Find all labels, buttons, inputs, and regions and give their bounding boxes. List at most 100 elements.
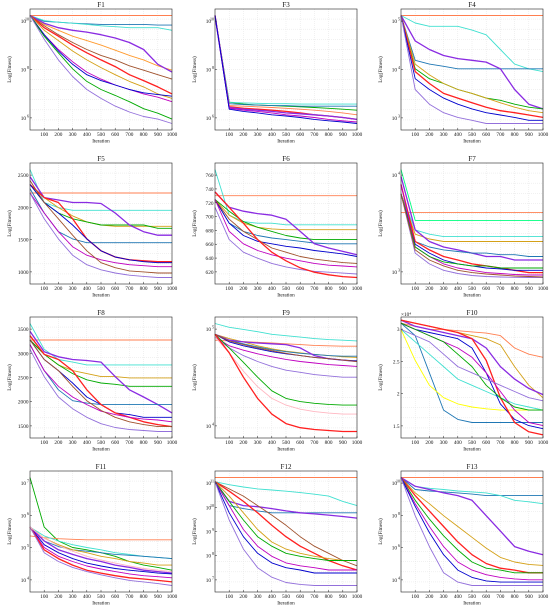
- x-tick-label: 1000: [167, 440, 178, 446]
- x-tick-label: 100: [40, 286, 48, 292]
- series-line-7: [400, 322, 544, 430]
- x-tick-label: 600: [482, 132, 490, 138]
- y-tick-label: 1500: [18, 238, 29, 244]
- chart-panel-f13: F13 100 200 300 400 500 600 700 800 900 1000 Iterat…: [376, 462, 549, 608]
- series-line-3: [29, 15, 173, 31]
- chart-svg: F10 100 200 300 400 500 600 700 800 900 1000 Iterat…: [377, 309, 549, 453]
- y-tick-label: 3000: [18, 351, 29, 357]
- chart-svg: F5 100 200 300 400 500 600 700 800 900 1000 Iterati…: [6, 155, 178, 299]
- y-tick-label: 1000: [18, 270, 29, 276]
- series-line-7: [400, 15, 544, 119]
- series-line-10: [214, 333, 357, 406]
- series-line-7: [400, 477, 543, 574]
- y-axis-label: Log(Fitness): [6, 364, 13, 391]
- x-tick-label: 800: [511, 594, 519, 600]
- chart-title: F4: [468, 1, 476, 9]
- series-line-5: [400, 329, 543, 411]
- chart-svg: F9 100 200 300 400 500 600 700 800 900 1000 Iterati…: [191, 309, 363, 453]
- y-tick-label: 10: [392, 513, 398, 519]
- x-tick-label: 400: [83, 132, 91, 138]
- series-line-9: [29, 344, 173, 423]
- y-tick-label: 10: [206, 116, 212, 122]
- x-tick-label: 800: [325, 594, 333, 600]
- y-tick-label: 10: [21, 116, 27, 122]
- series-line-8: [214, 336, 358, 367]
- chart-title: F7: [468, 155, 476, 163]
- y-tick-label: 10: [206, 327, 212, 333]
- y-tick-label: 10: [21, 513, 27, 519]
- series-line-9: [29, 192, 172, 268]
- y-tick-exponent: 11: [210, 479, 214, 484]
- x-tick-label: 700: [310, 594, 318, 600]
- x-tick-label: 1000: [167, 132, 178, 138]
- chart-panel-f5: F5 100 200 300 400 500 600 700 800 900 1000 Iterati…: [5, 154, 178, 300]
- series-line-11: [29, 339, 172, 428]
- y-tick-exponent: 3: [398, 113, 400, 118]
- x-tick-label: 400: [454, 132, 462, 138]
- x-tick-label: 500: [97, 440, 105, 446]
- y-tick-label: 10: [392, 578, 398, 584]
- series-line-4: [29, 526, 173, 560]
- series-line-8: [29, 526, 173, 579]
- chart-panel-f12: F12 100 200 300 400 500 600 700 800 900 1000 Iterat…: [190, 462, 363, 608]
- series-line-9: [400, 15, 543, 124]
- series-line-4: [214, 15, 358, 116]
- series-line-11: [29, 526, 173, 573]
- x-axis-label: Iteration: [92, 601, 110, 607]
- x-tick-label: 900: [154, 594, 162, 600]
- series-line-5: [29, 14, 173, 73]
- x-tick-label: 500: [468, 286, 476, 292]
- y-tick-exponent: 8: [398, 511, 400, 516]
- series-line-9: [214, 199, 358, 268]
- x-tick-label: 900: [339, 286, 347, 292]
- x-tick-label: 800: [511, 440, 519, 446]
- x-axis-label: Iteration: [463, 293, 481, 299]
- y-tick-label: 10: [206, 530, 212, 536]
- chart-panel-f11: F11 100 200 300 400 500 600 700 800 900 1000 Iterat…: [5, 462, 178, 608]
- y-tick-label: 1500: [18, 424, 29, 430]
- x-tick-label: 500: [468, 132, 476, 138]
- x-tick-label: 700: [496, 132, 504, 138]
- series-line-4: [214, 333, 357, 357]
- x-tick-label: 300: [254, 286, 262, 292]
- x-tick-label: 500: [97, 594, 105, 600]
- series-line-4: [400, 329, 544, 411]
- x-tick-label: 1000: [352, 286, 363, 292]
- y-tick-label: 3: [397, 327, 400, 333]
- series-line-8: [214, 15, 358, 124]
- x-tick-label: 100: [225, 440, 233, 446]
- series-line-2: [214, 15, 357, 105]
- y-tick-label: 10: [392, 173, 398, 179]
- chart-panel-f3: F3 100 200 300 400 500 600 700 800 900 1000 Iterati…: [190, 0, 363, 146]
- y-axis-label: Log(Fitness): [6, 56, 13, 83]
- y-tick-label: 2000: [18, 205, 29, 211]
- y-tick-exponent: 5: [27, 543, 29, 548]
- series-line-4: [214, 481, 358, 519]
- y-tick-label: 2: [397, 392, 400, 398]
- series-line-3: [400, 322, 543, 423]
- chart-title: F12: [281, 463, 292, 471]
- x-tick-label: 200: [425, 440, 433, 446]
- series-line-5: [214, 481, 358, 567]
- y-tick-label: 10: [392, 546, 398, 552]
- series-line-10: [29, 15, 173, 97]
- y-tick-label: 10: [392, 481, 398, 487]
- y-tick-label: 10: [206, 68, 212, 74]
- x-tick-label: 400: [83, 440, 91, 446]
- series-line-12: [29, 15, 173, 124]
- y-tick-label: 620: [206, 270, 214, 276]
- y-axis-label: Log(Fitness): [191, 364, 198, 391]
- x-tick-label: 600: [111, 286, 119, 292]
- x-tick-label: 200: [425, 594, 433, 600]
- x-axis-label: Iteration: [277, 293, 295, 299]
- x-tick-label: 300: [440, 286, 448, 292]
- series-line-6: [29, 15, 173, 80]
- x-tick-label: 200: [239, 440, 247, 446]
- chart-title: F6: [282, 155, 290, 163]
- y-tick-exponent: 9: [212, 527, 214, 532]
- x-tick-label: 1000: [352, 440, 363, 446]
- chart-panel-f4: F4 100 200 300 400 500 600 700 800 900 1000 Iterati…: [376, 0, 549, 146]
- x-tick-label: 700: [310, 286, 318, 292]
- series-line-5: [29, 176, 172, 236]
- x-tick-label: 600: [111, 594, 119, 600]
